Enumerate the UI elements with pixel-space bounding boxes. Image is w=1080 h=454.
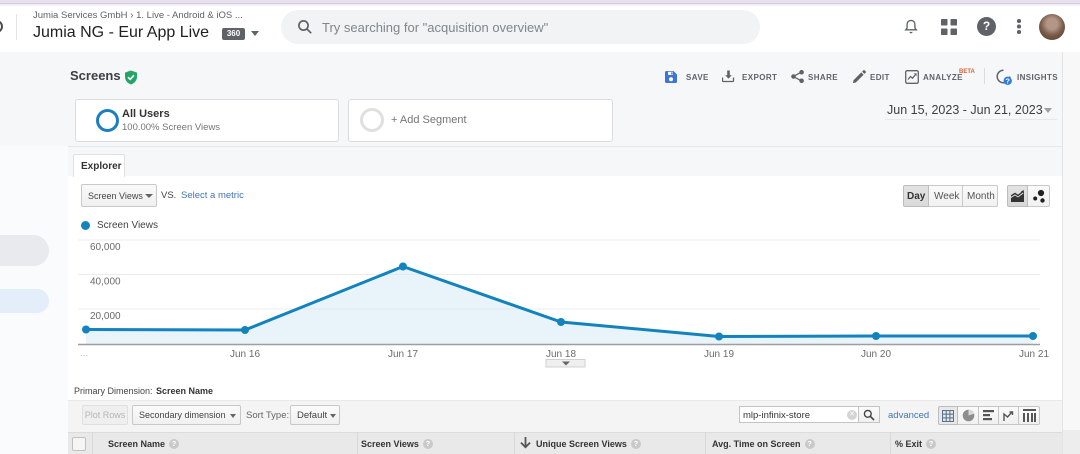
svg-text:Jun 18: Jun 18 xyxy=(546,349,576,360)
svg-text:20,000: 20,000 xyxy=(90,311,121,322)
svg-text:40,000: 40,000 xyxy=(90,277,121,288)
svg-text:...: ... xyxy=(80,348,88,359)
svg-text:Jun 17: Jun 17 xyxy=(388,349,418,360)
svg-text:?: ? xyxy=(1005,77,1010,86)
svg-text:60,000: 60,000 xyxy=(90,242,121,253)
svg-text:Jun 21: Jun 21 xyxy=(1019,349,1049,360)
svg-text:Jun 20: Jun 20 xyxy=(861,349,891,360)
svg-text:Jun 19: Jun 19 xyxy=(704,349,734,360)
svg-text:Jun 16: Jun 16 xyxy=(230,349,260,360)
